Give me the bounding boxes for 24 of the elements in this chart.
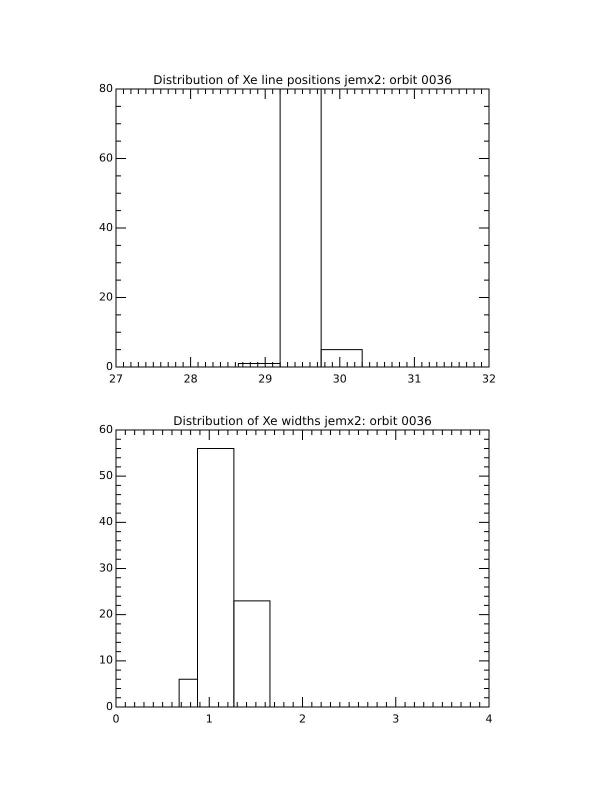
y-tick-label: 0: [106, 360, 113, 373]
chart-title: Distribution of Xe line positions jemx2: orbit 0036: [153, 73, 452, 88]
x-tick-label: 28: [184, 372, 198, 386]
y-tick-label: 10: [99, 654, 113, 667]
x-tick-label: 30: [332, 372, 347, 386]
y-tick-label: 80: [99, 82, 113, 95]
y-tick-label: 60: [99, 151, 113, 164]
x-tick-label: 4: [486, 712, 492, 726]
x-tick-label: 31: [407, 372, 422, 386]
y-tick-label: 40: [99, 515, 113, 528]
y-tick-label: 20: [99, 608, 113, 621]
x-tick-label: 32: [482, 372, 496, 386]
x-tick-label: 29: [258, 372, 272, 386]
x-tick-label: 2: [299, 712, 306, 726]
y-tick-label: 50: [99, 469, 113, 482]
y-tick-label: 0: [106, 700, 113, 713]
x-tick-label: 27: [109, 372, 123, 386]
x-tick-label: 3: [392, 712, 400, 726]
y-tick-label: 30: [99, 561, 113, 574]
y-tick-label: 20: [99, 290, 113, 304]
y-tick-label: 40: [99, 220, 113, 234]
y-tick-label: 60: [99, 422, 113, 436]
x-tick-label: 1: [206, 712, 213, 726]
chart-title: Distribution of Xe widths jemx2: orbit 0036: [173, 414, 432, 428]
